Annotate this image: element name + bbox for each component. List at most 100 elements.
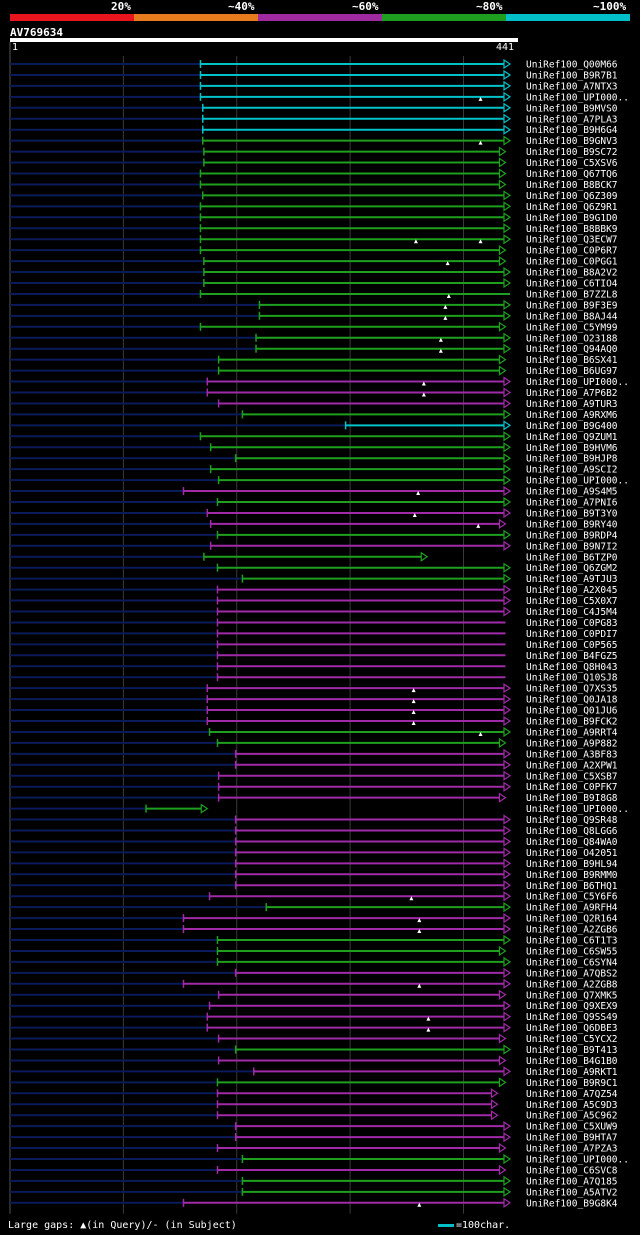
hit-label: UniRef100_A5ATV2	[526, 1187, 618, 1198]
hit-arrow	[503, 869, 512, 880]
hit-label: UniRef100_Q8LGG6	[526, 826, 618, 837]
hit-label: UniRef100_A9RKT1	[526, 1067, 618, 1078]
gap-marker	[476, 523, 481, 528]
hit-arrow	[503, 1022, 512, 1033]
hit-label: UniRef100_Q67TQ6	[526, 169, 618, 180]
hit-label: UniRef100_A5C9D3	[526, 1100, 618, 1111]
hit-label: UniRef100_A9S4M5	[526, 487, 618, 498]
hit-label: UniRef100_A9TJU3	[526, 574, 618, 585]
scale-legend-text: =100char.	[456, 1220, 511, 1231]
hit-label: UniRef100_C6TIO4	[526, 279, 618, 290]
hit-label: UniRef100_A5C962	[526, 1111, 618, 1122]
legend-segment	[382, 14, 506, 21]
hit-label: UniRef100_Q6ZGM2	[526, 563, 618, 574]
hit-arrow	[503, 891, 512, 902]
hit-label: UniRef100_A7NTX3	[526, 81, 618, 92]
hit-label: UniRef100_Q6Z9R1	[526, 202, 618, 213]
hit-label: UniRef100_Q9SR48	[526, 815, 618, 826]
hit-label: UniRef100_C5Y6F6	[526, 892, 618, 903]
gap-marker	[411, 721, 416, 725]
hit-label: UniRef100_B9T413	[526, 1045, 618, 1056]
hit-label: UniRef100_A2XPW1	[526, 760, 618, 771]
legend-label: ~40%	[228, 0, 255, 13]
hit-label: UniRef100_C0PFK7	[526, 782, 618, 793]
gap-marker	[413, 239, 418, 244]
hit-arrow	[503, 80, 512, 92]
hit-label: UniRef100_A7QBS2	[526, 968, 618, 979]
hit-label: UniRef100_A9P882	[526, 738, 618, 749]
hit-label: UniRef100_B9H6G4	[526, 125, 618, 136]
hit-arrow	[503, 299, 512, 311]
hit-label: UniRef100_A9RFH4	[526, 903, 618, 914]
hit-arrow	[503, 606, 512, 617]
hit-arrow	[503, 880, 512, 891]
hit-arrow	[503, 507, 512, 519]
hit-label: UniRef100_C4J5M4	[526, 607, 618, 618]
hit-arrow	[498, 354, 507, 365]
hit-arrow	[503, 332, 512, 343]
hit-arrow	[498, 179, 507, 190]
gap-marker	[411, 688, 416, 693]
hit-label: UniRef100_B8BCK7	[526, 180, 618, 191]
hit-label: UniRef100_C6T1T3	[526, 936, 618, 947]
hit-arrow	[490, 1110, 499, 1121]
hit-arrow	[503, 825, 512, 836]
hit-label: UniRef100_B4FGZ5	[526, 651, 618, 662]
hit-arrow	[503, 58, 512, 70]
gap-marker	[438, 337, 443, 342]
hit-label: UniRef100_C0PDI7	[526, 629, 618, 640]
hit-arrow	[503, 562, 512, 573]
hit-arrow	[503, 69, 512, 81]
hit-label: UniRef100_Q10SJ8	[526, 673, 618, 684]
hit-arrow	[503, 420, 512, 431]
hit-arrow	[503, 912, 512, 924]
hit-arrow	[503, 759, 512, 770]
hit-arrow	[498, 157, 507, 168]
hit-label: UniRef100_B9T3Y0	[526, 508, 618, 519]
hit-arrow	[503, 836, 512, 847]
hit-label: UniRef100_Q84WA0	[526, 837, 618, 848]
hit-arrow	[498, 1077, 507, 1088]
scale-legend: =100char.	[438, 1220, 510, 1231]
legend-segment	[506, 14, 630, 21]
hit-arrow	[503, 978, 512, 989]
hit-label: UniRef100_Q94AQ0	[526, 344, 618, 355]
hit-arrow	[503, 453, 512, 464]
legend-label: ~100%	[593, 0, 627, 13]
hit-arrow	[498, 1033, 507, 1044]
hit-arrow	[503, 1011, 512, 1022]
hit-arrow	[503, 1175, 512, 1187]
gap-marker	[417, 983, 422, 988]
hit-label: UniRef100_A2ZGB8	[526, 979, 618, 990]
hit-label: UniRef100_Q2R164	[526, 914, 618, 925]
hit-label: UniRef100_C5YM99	[526, 322, 618, 333]
hit-arrow	[503, 683, 512, 694]
legend-segment	[134, 14, 258, 21]
hit-label: UniRef100_A9RXM6	[526, 410, 618, 421]
hit-arrow	[498, 518, 507, 530]
gap-marker	[412, 512, 417, 517]
hit-label: UniRef100_B9RMM0	[526, 870, 618, 881]
hit-arrow	[503, 1044, 512, 1055]
hit-label: UniRef100_C0PG83	[526, 618, 618, 629]
hit-arrow	[503, 748, 512, 759]
hit-label: UniRef100_A7PZA3	[526, 1144, 618, 1155]
hit-arrow	[490, 1099, 499, 1110]
hit-label: UniRef100_B8AJ44	[526, 311, 618, 322]
hit-arrow	[420, 551, 429, 562]
identity-legend-bar	[10, 14, 630, 21]
hit-label: UniRef100_B9I8G8	[526, 793, 618, 804]
hit-label: UniRef100_Q7XMK5	[526, 990, 618, 1001]
gap-marker	[426, 1027, 431, 1032]
hit-arrow	[503, 1121, 512, 1132]
hit-arrow	[503, 464, 512, 475]
gap-marker	[411, 699, 416, 704]
hit-arrow	[503, 573, 512, 584]
hit-arrow	[503, 277, 512, 289]
hit-arrow	[503, 1000, 512, 1011]
hit-label: UniRef100_Q9SS49	[526, 1012, 618, 1023]
hit-arrow	[503, 310, 512, 321]
hit-arrow	[503, 387, 512, 398]
hit-arrow	[498, 1055, 507, 1066]
